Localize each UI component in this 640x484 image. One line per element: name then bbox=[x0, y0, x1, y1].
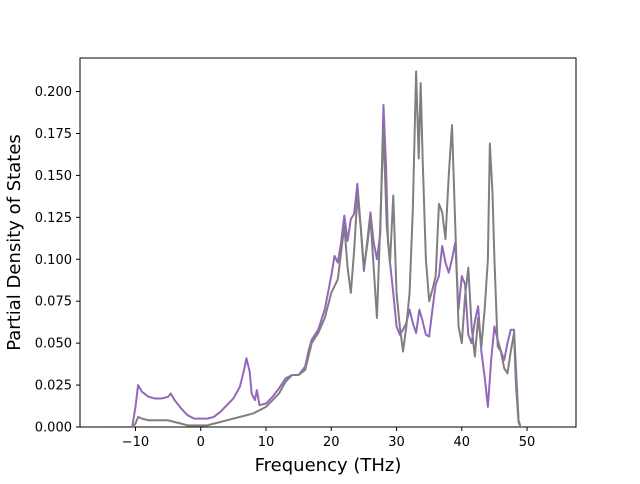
y-tick-label: 0.200 bbox=[35, 85, 72, 100]
y-axis: 0.000 0.025 0.050 0.075 0.100 0.125 0.150 0.175… bbox=[35, 85, 80, 436]
x-tick-label: 0 bbox=[197, 435, 205, 450]
y-tick-label: 0.150 bbox=[35, 169, 72, 184]
x-tick-label: −10 bbox=[122, 435, 149, 450]
x-tick-label: 50 bbox=[519, 435, 536, 450]
x-axis: −10 0 10 20 30 40 50 bbox=[122, 427, 536, 450]
y-tick-label: 0.125 bbox=[35, 211, 72, 226]
x-axis-label: Frequency (THz) bbox=[255, 455, 402, 476]
y-tick-label: 0.000 bbox=[35, 421, 72, 436]
x-tick-label: 40 bbox=[454, 435, 471, 450]
plot-area bbox=[79, 57, 577, 428]
y-tick-label: 0.025 bbox=[35, 379, 72, 394]
y-tick-label: 0.050 bbox=[35, 337, 72, 352]
y-tick-label: 0.175 bbox=[35, 127, 72, 142]
y-axis-label: Partial Density of States bbox=[4, 134, 25, 351]
y-tick-label: 0.100 bbox=[35, 253, 72, 268]
x-tick-label: 30 bbox=[388, 435, 405, 450]
series-line-2 bbox=[102, 70, 557, 428]
series-layer bbox=[102, 70, 557, 428]
x-tick-label: 10 bbox=[258, 435, 275, 450]
y-tick-label: 0.075 bbox=[35, 295, 72, 310]
x-tick-label: 20 bbox=[323, 435, 340, 450]
